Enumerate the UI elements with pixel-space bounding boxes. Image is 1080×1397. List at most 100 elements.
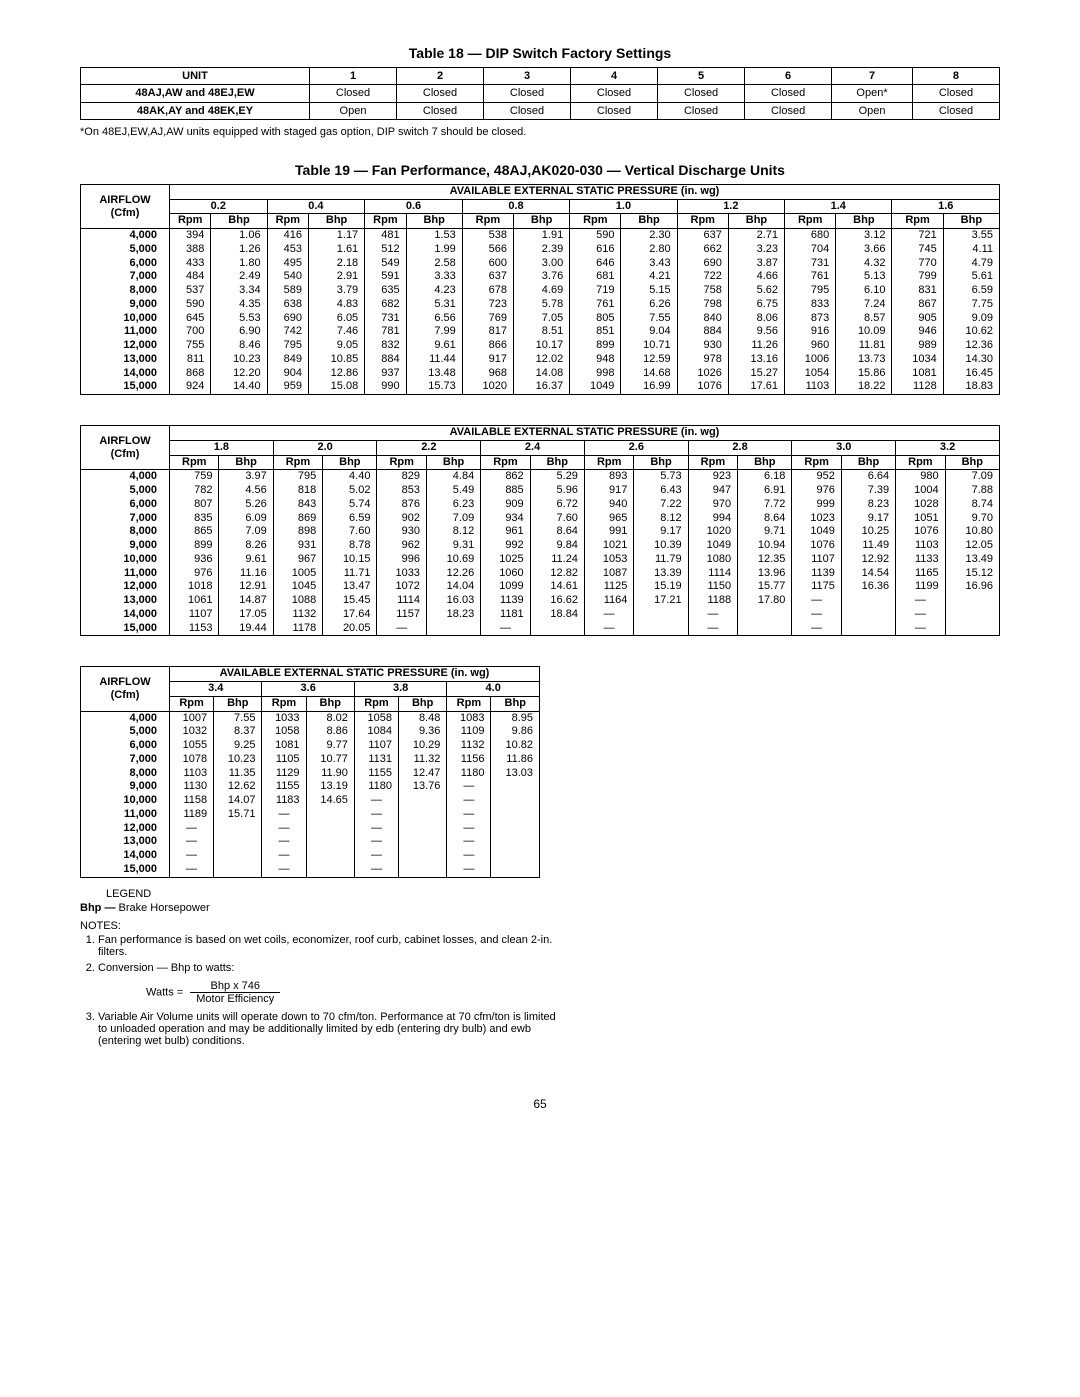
rpm-cell: — xyxy=(792,608,841,622)
bhp-cell: 7.88 xyxy=(945,484,999,498)
bhp-cell: 8.37 xyxy=(214,725,262,739)
rpm-cell: 1087 xyxy=(584,567,633,581)
rpm-cell: 781 xyxy=(365,325,406,339)
bhp-cell xyxy=(945,594,999,608)
pressure-value: 2.6 xyxy=(584,440,688,455)
pressure-value: 2.4 xyxy=(481,440,585,455)
bhp-cell: 6.90 xyxy=(211,325,267,339)
airflow-value: 13,000 xyxy=(81,835,170,849)
rpm-cell: 721 xyxy=(892,229,943,243)
bhp-cell: 9.36 xyxy=(399,725,447,739)
rpm-cell: 1155 xyxy=(262,780,306,794)
bhp-cell: 18.22 xyxy=(836,380,892,394)
rpm-cell: 1114 xyxy=(688,567,737,581)
bhp-cell: 2.58 xyxy=(406,257,462,271)
rpm-cell: 1107 xyxy=(354,739,398,753)
rpm-cell: 700 xyxy=(170,325,211,339)
bhp-cell: 2.91 xyxy=(309,270,365,284)
bhp-cell: 4.32 xyxy=(836,257,892,271)
bhp-cell: 6.23 xyxy=(426,498,480,512)
bhp-cell: 12.59 xyxy=(621,353,677,367)
rpm-cell: 590 xyxy=(570,229,621,243)
rpm-cell: 1183 xyxy=(262,794,306,808)
rpm-cell: — xyxy=(354,863,398,877)
dip-value-cell: Closed xyxy=(484,102,571,119)
rpm-cell: 885 xyxy=(481,484,530,498)
rpm-cell: 1156 xyxy=(447,753,491,767)
rpm-cell: — xyxy=(896,608,945,622)
rpm-cell: 1131 xyxy=(354,753,398,767)
rpm-cell: 999 xyxy=(792,498,841,512)
rpm-cell: — xyxy=(447,835,491,849)
sub-rpm: Rpm xyxy=(688,455,737,470)
perf-table-set2: AIRFLOW(Cfm)AVAILABLE EXTERNAL STATIC PR… xyxy=(80,425,1000,636)
rpm-cell: — xyxy=(481,622,530,636)
dip-col-unit: UNIT xyxy=(81,68,310,85)
bhp-cell: 4.84 xyxy=(426,470,480,484)
rpm-cell: 1125 xyxy=(584,580,633,594)
rpm-cell: 829 xyxy=(377,470,426,484)
rpm-cell: 1178 xyxy=(273,622,322,636)
bhp-cell: 9.09 xyxy=(943,312,999,326)
airflow-value: 15,000 xyxy=(81,380,170,394)
rpm-cell: 884 xyxy=(677,325,728,339)
rpm-cell: 637 xyxy=(462,270,513,284)
rpm-cell: 540 xyxy=(267,270,308,284)
rpm-cell: 1132 xyxy=(447,739,491,753)
airflow-value: 14,000 xyxy=(81,367,170,381)
bhp-cell: 7.05 xyxy=(514,312,570,326)
rpm-cell: 893 xyxy=(584,470,633,484)
rpm-cell: 967 xyxy=(273,553,322,567)
bhp-cell: 17.64 xyxy=(323,608,377,622)
bhp-cell: 3.12 xyxy=(836,229,892,243)
rpm-cell: 1081 xyxy=(262,739,306,753)
rpm-cell: 1026 xyxy=(677,367,728,381)
dip-value-cell: Closed xyxy=(658,102,745,119)
bhp-cell: 9.31 xyxy=(426,539,480,553)
bhp-cell: 12.91 xyxy=(219,580,273,594)
bhp-cell: 13.76 xyxy=(399,780,447,794)
bhp-cell: 4.35 xyxy=(211,298,267,312)
rpm-cell: 1020 xyxy=(462,380,513,394)
formula-denominator: Motor Efficiency xyxy=(190,993,280,1005)
airflow-value: 9,000 xyxy=(81,539,170,553)
dip-value-cell: Open xyxy=(832,102,913,119)
pressure-value: 1.2 xyxy=(677,199,784,214)
bhp-cell: 9.61 xyxy=(406,339,462,353)
bhp-cell: 11.81 xyxy=(836,339,892,353)
bhp-cell: 20.05 xyxy=(323,622,377,636)
sub-rpm: Rpm xyxy=(170,214,211,229)
bhp-cell: 16.62 xyxy=(530,594,584,608)
rpm-cell: 1103 xyxy=(785,380,836,394)
rpm-cell: 758 xyxy=(677,284,728,298)
rpm-cell: — xyxy=(688,622,737,636)
rpm-cell: 849 xyxy=(267,353,308,367)
bhp-cell: 4.69 xyxy=(514,284,570,298)
legend-label: LEGEND xyxy=(106,888,1000,900)
bhp-cell xyxy=(399,863,447,877)
bhp-cell: 14.07 xyxy=(214,794,262,808)
bhp-cell: 6.91 xyxy=(738,484,792,498)
airflow-value: 15,000 xyxy=(81,863,170,877)
bhp-cell xyxy=(399,822,447,836)
bhp-cell xyxy=(399,835,447,849)
rpm-cell: 537 xyxy=(170,284,211,298)
bhp-cell: 3.34 xyxy=(211,284,267,298)
airflow-value: 5,000 xyxy=(81,725,170,739)
dip-col-1: 1 xyxy=(310,68,397,85)
bhp-cell xyxy=(491,863,540,877)
rpm-cell: 549 xyxy=(365,257,406,271)
bhp-cell: 9.17 xyxy=(841,512,895,526)
rpm-cell: 832 xyxy=(365,339,406,353)
pressure-header: AVAILABLE EXTERNAL STATIC PRESSURE (in. … xyxy=(170,184,1000,199)
dip-value-cell: Closed xyxy=(912,102,999,119)
rpm-cell: 833 xyxy=(785,298,836,312)
rpm-cell: 960 xyxy=(785,339,836,353)
perf-table-set1: AIRFLOW(Cfm)AVAILABLE EXTERNAL STATIC PR… xyxy=(80,184,1000,395)
rpm-cell: 1078 xyxy=(170,753,214,767)
sub-rpm: Rpm xyxy=(462,214,513,229)
rpm-cell: — xyxy=(354,794,398,808)
bhp-cell: 7.39 xyxy=(841,484,895,498)
dip-value-cell: Closed xyxy=(571,102,658,119)
bhp-cell: 15.12 xyxy=(945,567,999,581)
